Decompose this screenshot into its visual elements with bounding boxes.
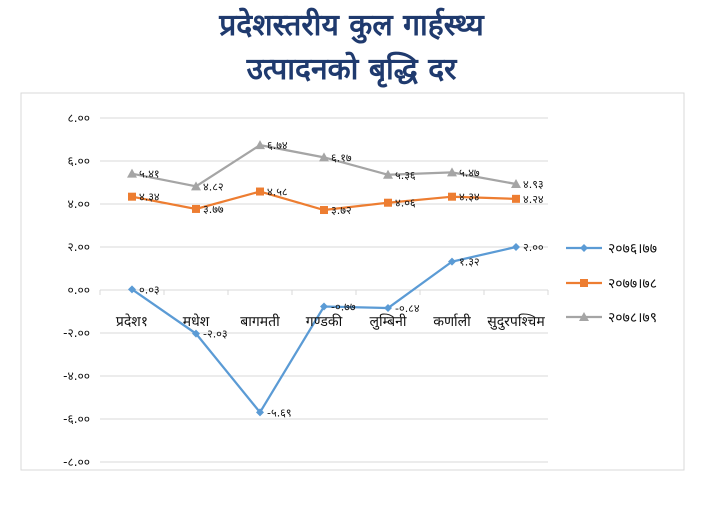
x-axis-tick-labels: प्रदेश१ मधेश बागमती गण्डकी लुम्बिनी कर्णाली सु… <box>116 313 545 331</box>
data-point <box>384 304 392 313</box>
data-series: ०.०३ -२.०३ -५.६९ -०.७७ -०.८४ १.३२ २.०० ४.३४ ३.७७… <box>127 139 544 419</box>
data-point <box>512 194 520 203</box>
series-group: ४.३४ ३.७७ ४.५८ ३.७२ ४.०६ ४.३४ ४.२४ <box>128 186 544 217</box>
legend-label: २०७७।७८ <box>608 276 657 292</box>
x-tick-label: बागमती <box>240 313 280 330</box>
x-tick-label: मधेश <box>183 313 210 330</box>
y-tick-label: ८.०० <box>67 111 90 125</box>
data-label: -०.८४ <box>395 302 420 315</box>
data-label: ४.०६ <box>395 197 416 210</box>
x-tick-label: कर्णाली <box>433 313 471 330</box>
legend: २०७६।७७ २०७७।७८ २०७८।७९ <box>566 241 657 326</box>
data-point <box>447 167 457 177</box>
x-tick-label: प्रदेश१ <box>116 313 148 330</box>
data-point <box>511 179 521 189</box>
data-point <box>580 244 588 252</box>
legend-item: २०७६।७७ <box>566 241 657 257</box>
data-point <box>191 181 201 191</box>
legend-label: २०७८।७९ <box>608 310 657 326</box>
y-axis-tick-labels: -८.०० -६.०० -४.०० -२.०० ०.०० २.०० ४.०० ६.०० ८.०० <box>63 111 90 469</box>
data-point <box>448 192 456 201</box>
legend-item: २०७७।७८ <box>566 276 657 292</box>
data-label: ३.७७ <box>203 203 224 216</box>
data-point <box>256 408 264 417</box>
data-label: ०.०३ <box>139 283 160 296</box>
data-point <box>320 206 328 215</box>
data-label: ४.८२ <box>203 180 224 193</box>
data-label: ४.३४ <box>459 191 480 204</box>
y-tick-label: -२.०० <box>63 326 90 340</box>
data-point <box>127 168 137 178</box>
data-point <box>320 302 328 311</box>
data-point <box>128 192 136 201</box>
chart-title-line-1: प्रदेशस्तरीय कुल गार्हस्थ्य <box>219 8 484 43</box>
data-label: ५.४१ <box>139 168 160 181</box>
data-label: ६.७४ <box>267 139 288 152</box>
data-point <box>512 243 520 251</box>
data-point <box>319 152 329 162</box>
data-label: ६.१७ <box>331 151 352 164</box>
data-point <box>383 169 393 179</box>
x-tick-label: गण्डकी <box>306 313 343 330</box>
series-group: ५.४१ ४.८२ ६.७४ ६.१७ ५.३६ ५.४७ ४.९३ <box>127 139 544 193</box>
x-tick-label: सुदुरपश्चिम <box>487 313 545 331</box>
data-point <box>128 285 136 294</box>
data-point <box>448 257 456 266</box>
data-label: ४.९३ <box>523 178 544 191</box>
data-point <box>255 140 265 150</box>
data-label: १.३२ <box>459 256 480 269</box>
data-point <box>384 198 392 207</box>
y-tick-label: -४.०० <box>63 369 90 383</box>
data-label: २.०० <box>523 241 544 254</box>
data-point <box>579 312 589 321</box>
data-point <box>192 329 200 338</box>
chart-frame <box>20 92 685 471</box>
data-label: -०.७७ <box>331 301 356 314</box>
data-label: ४.३४ <box>139 191 160 204</box>
data-point <box>192 204 200 213</box>
data-point <box>580 279 588 287</box>
data-label: -५.६९ <box>267 406 292 419</box>
data-label: -२.०३ <box>203 328 228 341</box>
y-tick-label: ४.०० <box>67 197 90 211</box>
data-label: ५.३६ <box>395 169 416 182</box>
y-tick-label: -६.०० <box>63 412 90 426</box>
data-label: ४.२४ <box>523 193 544 206</box>
data-label: ५.४७ <box>459 166 480 179</box>
data-point <box>256 187 264 196</box>
x-tick-label: लुम्बिनी <box>369 313 406 330</box>
series-group: ०.०३ -२.०३ -५.६९ -०.७७ -०.८४ १.३२ २.०० <box>128 241 544 419</box>
y-tick-label: ०.०० <box>67 283 90 297</box>
y-tick-label: -८.०० <box>63 455 90 469</box>
chart-title-line-2: उत्पादनको बृद्धि दर <box>246 52 457 87</box>
data-label: ४.५८ <box>267 186 288 199</box>
data-label: ३.७२ <box>331 204 352 217</box>
y-tick-label: ६.०० <box>67 154 90 168</box>
legend-label: २०७६।७७ <box>608 241 657 257</box>
legend-item: २०७८।७९ <box>566 310 657 326</box>
y-tick-label: २.०० <box>67 240 90 254</box>
